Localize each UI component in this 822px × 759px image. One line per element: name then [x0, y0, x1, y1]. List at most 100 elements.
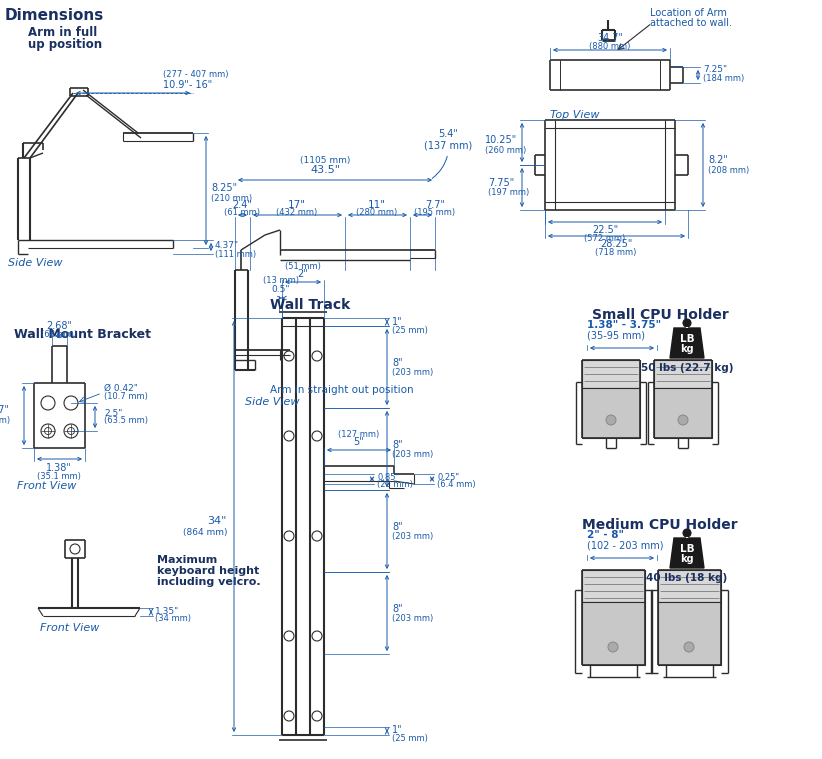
- Circle shape: [683, 529, 691, 537]
- Text: 0.5": 0.5": [272, 285, 290, 294]
- Text: 34": 34": [208, 516, 227, 526]
- Text: (63.5 mm): (63.5 mm): [104, 417, 148, 426]
- Text: Arm in straight out position: Arm in straight out position: [270, 385, 413, 395]
- Text: (203 mm): (203 mm): [392, 613, 433, 622]
- Text: (25 mm): (25 mm): [392, 326, 428, 335]
- Text: 1": 1": [392, 317, 403, 327]
- Text: (208 mm): (208 mm): [708, 165, 749, 175]
- Text: (184 mm): (184 mm): [703, 74, 744, 83]
- Text: (34 mm): (34 mm): [155, 615, 191, 623]
- Circle shape: [678, 415, 688, 425]
- Text: (880 mm): (880 mm): [589, 43, 630, 52]
- Bar: [654, 388, 712, 438]
- Text: 17": 17": [288, 200, 306, 210]
- Circle shape: [606, 415, 616, 425]
- Text: Location of Arm: Location of Arm: [650, 8, 727, 18]
- Text: 28.25": 28.25": [600, 239, 632, 249]
- Text: (6.4 mm): (6.4 mm): [437, 480, 476, 490]
- Text: 8": 8": [392, 604, 403, 614]
- Text: Ø 0.42": Ø 0.42": [104, 383, 138, 392]
- Text: Top View: Top View: [550, 110, 599, 120]
- Text: Arm in full: Arm in full: [28, 26, 97, 39]
- Text: (13 mm): (13 mm): [263, 276, 299, 285]
- Text: 1.35": 1.35": [155, 606, 179, 616]
- Bar: [658, 570, 721, 602]
- Text: Medium CPU Holder: Medium CPU Holder: [582, 518, 738, 532]
- Text: keyboard height: keyboard height: [157, 566, 259, 576]
- Text: Side View: Side View: [245, 397, 299, 407]
- Text: (61 mm): (61 mm): [224, 209, 260, 218]
- Bar: [654, 360, 712, 388]
- Circle shape: [608, 642, 618, 652]
- Circle shape: [683, 319, 691, 327]
- Text: 50 lbs (22.7 kg): 50 lbs (22.7 kg): [641, 363, 733, 373]
- Text: (195 mm): (195 mm): [414, 209, 455, 218]
- Text: 2": 2": [298, 269, 308, 279]
- Text: 43.5": 43.5": [310, 165, 340, 175]
- Text: (35.1 mm): (35.1 mm): [37, 473, 81, 481]
- Text: Dimensions: Dimensions: [5, 8, 104, 23]
- Text: 8": 8": [392, 440, 403, 450]
- Circle shape: [684, 642, 694, 652]
- Text: (127 mm): (127 mm): [339, 430, 380, 439]
- Text: 8.2": 8.2": [708, 155, 727, 165]
- Text: (35-95 mm): (35-95 mm): [587, 331, 645, 341]
- Text: Wall Mount Bracket: Wall Mount Bracket: [14, 328, 151, 341]
- Text: (280 mm): (280 mm): [357, 209, 398, 218]
- Text: 40 lbs (18 kg): 40 lbs (18 kg): [646, 573, 727, 583]
- Text: 7.7": 7.7": [425, 200, 445, 210]
- Text: 5.4"
(137 mm): 5.4" (137 mm): [424, 129, 472, 178]
- Text: 4.37": 4.37": [0, 405, 10, 415]
- Text: (864 mm): (864 mm): [182, 528, 227, 537]
- Text: up position: up position: [28, 38, 102, 51]
- Bar: [582, 360, 640, 388]
- Bar: [582, 388, 640, 438]
- Text: including velcro.: including velcro.: [157, 577, 261, 587]
- Text: Small CPU Holder: Small CPU Holder: [592, 308, 728, 322]
- Bar: [582, 570, 645, 602]
- Bar: [582, 602, 645, 665]
- Text: 8": 8": [392, 522, 403, 532]
- Text: (1105 mm): (1105 mm): [300, 156, 350, 165]
- Text: (111 mm): (111 mm): [215, 250, 256, 259]
- Text: (260 mm): (260 mm): [485, 146, 526, 155]
- Text: (572 mm): (572 mm): [584, 235, 626, 244]
- Text: kg: kg: [680, 554, 694, 564]
- Text: 10.9"- 16": 10.9"- 16": [163, 80, 212, 90]
- Text: Front View: Front View: [17, 481, 76, 491]
- Text: 8": 8": [392, 358, 403, 368]
- Text: (210 mm): (210 mm): [211, 194, 252, 203]
- Text: 2.5": 2.5": [104, 408, 122, 417]
- Text: LB: LB: [680, 334, 695, 344]
- Polygon shape: [670, 328, 704, 358]
- Text: 1.38" - 3.75": 1.38" - 3.75": [587, 320, 661, 330]
- Text: 11": 11": [368, 200, 386, 210]
- Text: 2.4": 2.4": [232, 200, 252, 210]
- Text: 8.25": 8.25": [211, 183, 237, 193]
- Text: (203 mm): (203 mm): [392, 531, 433, 540]
- Text: (68 mm): (68 mm): [41, 329, 77, 339]
- Text: (203 mm): (203 mm): [392, 449, 433, 458]
- Text: 7.25": 7.25": [703, 65, 727, 74]
- Text: (102 - 203 mm): (102 - 203 mm): [587, 541, 663, 551]
- Text: (111 mm): (111 mm): [0, 415, 10, 424]
- Text: 22.5": 22.5": [592, 225, 618, 235]
- Text: 10.25": 10.25": [485, 135, 517, 145]
- Text: Maximum: Maximum: [157, 555, 217, 565]
- Text: (203 mm): (203 mm): [392, 367, 433, 376]
- Bar: [658, 602, 721, 665]
- Text: attached to wall.: attached to wall.: [650, 18, 732, 28]
- Text: 2" - 8": 2" - 8": [587, 530, 624, 540]
- Text: (25 mm): (25 mm): [392, 733, 428, 742]
- Text: Wall Track: Wall Track: [270, 298, 350, 312]
- Text: (51 mm): (51 mm): [285, 262, 321, 270]
- Text: Front View: Front View: [40, 623, 99, 633]
- Text: 5": 5": [353, 437, 364, 447]
- Text: kg: kg: [680, 344, 694, 354]
- Text: Side View: Side View: [8, 258, 62, 268]
- Text: (10.7 mm): (10.7 mm): [104, 392, 148, 401]
- Text: (432 mm): (432 mm): [276, 209, 317, 218]
- Text: 2.68": 2.68": [46, 321, 72, 331]
- Text: 0.85": 0.85": [377, 473, 399, 481]
- Text: 1.38": 1.38": [46, 463, 72, 473]
